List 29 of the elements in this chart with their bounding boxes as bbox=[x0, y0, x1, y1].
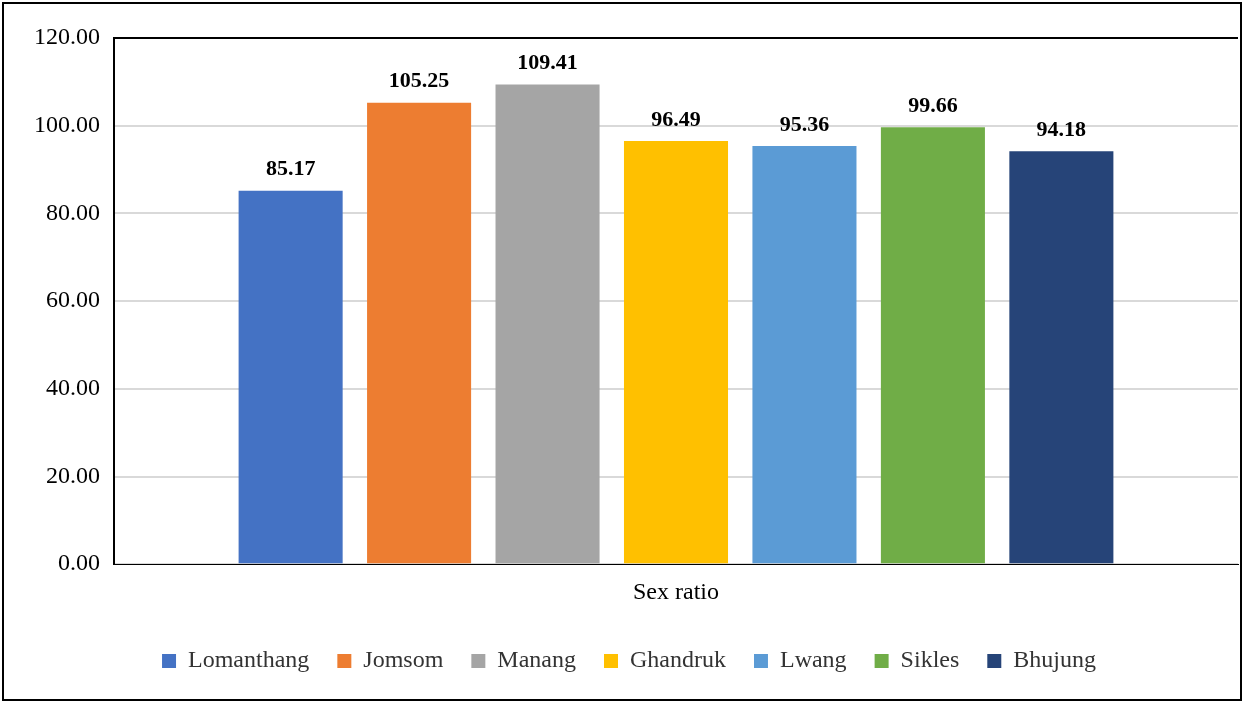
data-label: 85.17 bbox=[265, 155, 316, 181]
y-tick-label: 40.00 bbox=[46, 374, 100, 401]
data-label: 95.36 bbox=[779, 110, 830, 136]
legend-label: Manang bbox=[497, 646, 577, 673]
y-tick-label: 80.00 bbox=[46, 198, 100, 225]
y-tick-label: 20.00 bbox=[46, 461, 100, 488]
legend-label: Bhujung bbox=[1013, 646, 1096, 673]
legend-label: Ghandruk bbox=[629, 646, 726, 673]
bar bbox=[238, 190, 343, 564]
bar bbox=[623, 141, 729, 564]
bar bbox=[495, 84, 600, 564]
y-tick-label: 120.00 bbox=[34, 23, 100, 50]
legend-label: Lwang bbox=[779, 646, 847, 673]
bar bbox=[1009, 151, 1114, 564]
y-tick-label: 100.00 bbox=[34, 111, 100, 137]
legend-label: Jomsom bbox=[363, 646, 444, 673]
data-label: 99.66 bbox=[908, 91, 958, 117]
bar bbox=[367, 102, 472, 564]
x-tick-label: Sex ratio bbox=[633, 577, 719, 604]
legend-label: Sikles bbox=[900, 646, 960, 673]
bar bbox=[880, 127, 985, 564]
y-tick-label: 60.00 bbox=[46, 286, 100, 313]
data-label: 94.18 bbox=[1036, 115, 1087, 141]
data-label: 109.41 bbox=[517, 49, 578, 75]
data-label: 105.25 bbox=[388, 67, 450, 93]
data-label: 96.49 bbox=[651, 105, 701, 131]
legend-label: Lomanthang bbox=[188, 646, 310, 673]
bar bbox=[752, 146, 857, 564]
y-tick-label: 0.00 bbox=[58, 549, 100, 576]
